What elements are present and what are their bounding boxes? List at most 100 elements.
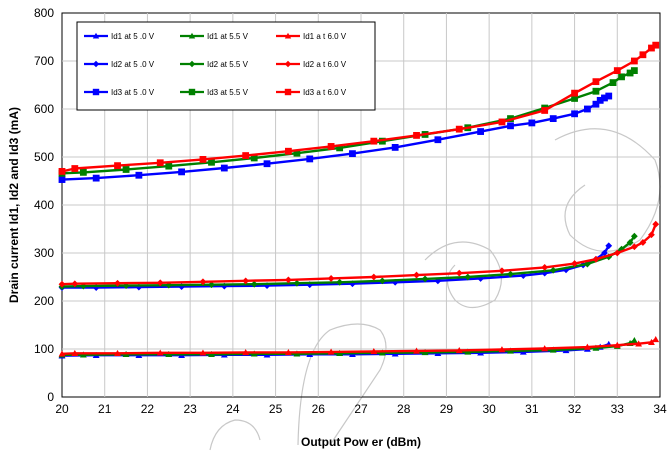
- legend-label: Id1 at 5.5 V: [207, 32, 249, 41]
- y-tick-labels: 0 100 200 300 400 500 600 700 800: [34, 6, 54, 404]
- data-point-diamond: [284, 276, 292, 284]
- y-tick-label: 700: [34, 54, 54, 68]
- data-point-diamond: [293, 279, 301, 287]
- data-point-triangle: [413, 347, 420, 354]
- data-point-diamond: [250, 280, 258, 288]
- data-point-diamond: [507, 270, 514, 278]
- series-2: [58, 336, 660, 357]
- data-point-square: [199, 156, 207, 163]
- data-point-triangle: [114, 349, 121, 357]
- data-point-square: [541, 107, 549, 114]
- data-point-triangle: [284, 348, 292, 356]
- legend-label: Id2 at 5 .0 V: [111, 60, 155, 69]
- data-point-square: [242, 152, 250, 159]
- data-point-square: [220, 164, 228, 172]
- data-point-triangle: [648, 338, 655, 345]
- data-point-square: [596, 96, 604, 104]
- data-point-diamond: [648, 231, 655, 239]
- legend-label: Id3 at 5.5 V: [207, 88, 249, 97]
- data-point-square: [336, 144, 344, 152]
- data-point-diamond: [378, 277, 386, 285]
- data-point-diamond: [464, 273, 472, 281]
- data-point-diamond: [601, 249, 608, 257]
- data-point-triangle: [71, 349, 79, 357]
- data-point-diamond: [327, 275, 335, 282]
- data-point-triangle: [199, 349, 207, 356]
- data-point-square: [71, 165, 79, 172]
- y-tick-label: 300: [34, 246, 54, 260]
- data-point-diamond: [421, 275, 429, 283]
- data-point-square: [571, 110, 578, 118]
- data-point-square: [327, 143, 335, 150]
- y-tick-label: 800: [34, 6, 54, 20]
- data-point-diamond: [306, 281, 314, 289]
- data-point-diamond: [639, 239, 647, 246]
- x-tick-label: 33: [611, 402, 625, 416]
- data-point-triangle: [370, 348, 378, 355]
- data-point-diamond: [626, 239, 634, 246]
- x-tick-label: 27: [354, 402, 368, 416]
- data-point-diamond: [613, 249, 621, 257]
- data-point-square: [592, 78, 600, 86]
- data-point-diamond: [370, 273, 378, 281]
- legend: Id1 at 5 .0 V Id1 at 5.5 V Id1 a t 6.0 V Id…: [76, 21, 376, 111]
- x-tick-label: 25: [269, 402, 283, 416]
- data-point-square: [413, 132, 420, 139]
- data-point-square: [609, 79, 617, 86]
- data-point-triangle: [92, 32, 100, 39]
- legend-label: Id1 at 5 .0 V: [111, 32, 155, 41]
- data-point-diamond: [413, 271, 420, 279]
- data-point-triangle: [613, 341, 621, 348]
- data-point-square: [284, 147, 292, 155]
- legend-item: Id2 at 5 .0 V: [84, 60, 155, 69]
- y-tick-label: 0: [47, 390, 54, 404]
- data-point-square: [114, 162, 121, 170]
- data-point-square: [601, 94, 608, 102]
- data-point-diamond: [336, 278, 344, 286]
- data-point-square: [639, 51, 647, 59]
- data-point-diamond: [630, 232, 638, 240]
- data-point-triangle: [541, 345, 549, 352]
- x-tick-label: 32: [568, 402, 582, 416]
- data-point-square: [455, 125, 463, 133]
- legend-item: Id3 at 5.5 V: [180, 88, 249, 97]
- data-point-square: [528, 119, 536, 127]
- data-point-square: [630, 67, 638, 74]
- data-point-square: [263, 160, 271, 168]
- data-point-square: [79, 168, 87, 176]
- x-tick-label: 20: [55, 402, 69, 416]
- legend-box: [76, 21, 376, 111]
- x-tick-label: 30: [482, 402, 496, 416]
- data-point-square: [583, 105, 591, 113]
- data-point-diamond: [242, 277, 250, 285]
- y-tick-label: 500: [34, 150, 54, 164]
- data-point-square: [592, 100, 600, 108]
- data-point-diamond: [92, 60, 100, 68]
- legend-item: Id2 at 5.5 V: [180, 60, 249, 69]
- legend-label: Id3 a t 6.0 V: [303, 88, 347, 97]
- y-axis-title: Drain current Id1, Id2 and Id3 (mA): [7, 107, 21, 303]
- x-tick-label: 22: [141, 402, 155, 416]
- x-tick-label: 24: [226, 402, 240, 416]
- data-point-square: [434, 136, 442, 144]
- data-point-diamond: [208, 281, 215, 289]
- x-tick-label: 26: [312, 402, 326, 416]
- data-point-square: [92, 174, 100, 182]
- legend-label: Id3 at 5 .0 V: [111, 88, 155, 97]
- data-point-square: [208, 158, 215, 166]
- x-tick-label: 29: [440, 402, 454, 416]
- data-point-diamond: [220, 282, 228, 290]
- series-6: [58, 92, 613, 183]
- data-point-triangle: [327, 348, 335, 355]
- data-point-square: [306, 155, 314, 163]
- x-tick-label: 23: [183, 402, 197, 416]
- data-point-triangle: [507, 347, 514, 354]
- data-point-square: [630, 57, 638, 65]
- data-point-square: [618, 73, 625, 81]
- data-point-triangle: [464, 348, 472, 355]
- data-point-diamond: [188, 60, 196, 68]
- data-point-triangle: [284, 32, 292, 39]
- data-point-diamond: [592, 255, 600, 263]
- legend-item: Id3 at 5 .0 V: [84, 88, 155, 97]
